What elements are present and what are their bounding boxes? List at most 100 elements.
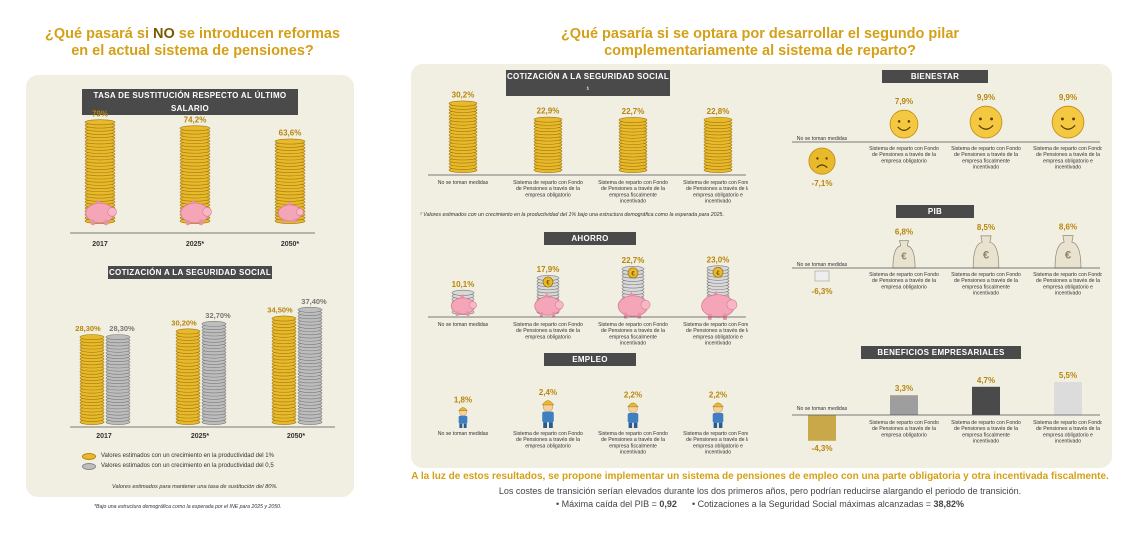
bar-value-label: 5,5% <box>1059 371 1077 380</box>
svg-text:Sistema de reparto con Fondo: Sistema de reparto con Fondo <box>951 272 1021 278</box>
piggy-bank-icon <box>85 199 117 226</box>
svg-text:No se toman medidas: No se toman medidas <box>438 322 489 328</box>
euro-coin-icon: € <box>542 276 554 288</box>
left-note-1: Valores estimados para mantener una tasa… <box>112 484 278 490</box>
bar-value-label: 22,8% <box>707 107 730 116</box>
category-label: No se toman medidas <box>438 180 489 186</box>
svg-text:€: € <box>901 252 907 263</box>
svg-text:empresa obligatorio e: empresa obligatorio e <box>1043 158 1093 164</box>
svg-text:incentivado: incentivado <box>973 165 999 171</box>
legend-label-1: Valores estimados con un crecimiento en … <box>101 453 274 459</box>
coin-stack-gold <box>175 328 201 425</box>
sad-face-icon <box>808 147 836 175</box>
category-label: No se toman medidas <box>438 322 489 328</box>
right-pib-title: PIB <box>896 205 974 218</box>
bar-value-label: 74,2% <box>184 115 207 124</box>
left-title-line2: en el actual sistema de pensiones? <box>71 42 314 59</box>
worker-icon <box>712 402 724 428</box>
svg-text:de Pensiones a través de la: de Pensiones a través de la <box>516 186 580 192</box>
money-bag-icon: € <box>972 235 1000 269</box>
x-tick-label: 2025* <box>191 433 210 440</box>
bar-value-label: 8,5% <box>977 223 995 232</box>
legend-item-2: Valores estimados con un crecimiento en … <box>82 461 342 471</box>
svg-text:incentivado: incentivado <box>705 199 731 205</box>
x-tick-label: 2017 <box>96 433 112 440</box>
right-title-line1: ¿Qué pasaría si se optara por desarrolla… <box>560 26 960 42</box>
coin-silver-icon <box>82 462 96 470</box>
bar-value-label: 28,30% <box>109 324 135 333</box>
piggy-bank-icon <box>534 292 564 318</box>
bar-value-label: 22,7% <box>622 256 645 265</box>
chart-cotizacion-left: 28,30% 28,30% 2017 30,20% 32,70% 2025* 34,50% 3… <box>70 297 335 440</box>
bar-value-label: 28,30% <box>75 324 101 333</box>
svg-text:de Pensiones a través de la: de Pensiones a través de la <box>686 328 748 334</box>
happy-face-icon <box>889 109 919 139</box>
svg-text:incentivado: incentivado <box>705 341 731 347</box>
svg-text:incentivado: incentivado <box>973 291 999 297</box>
money-bag-icon: € <box>892 239 916 269</box>
piggy-bank-icon <box>701 290 738 320</box>
svg-text:de Pensiones a través de la: de Pensiones a través de la <box>954 426 1018 432</box>
svg-text:incentivado: incentivado <box>1055 291 1081 297</box>
chart-pib: -6,3% No se toman medidas €6,8% Sistema de … <box>792 223 1102 297</box>
left-title-pre: ¿Qué pasará si <box>45 26 154 42</box>
coin-stack-bar <box>703 116 733 173</box>
bar-value-label: 79% <box>92 109 108 118</box>
svg-text:de Pensiones a través de la: de Pensiones a través de la <box>1036 426 1100 432</box>
x-tick-label: 2050* <box>281 241 300 248</box>
coin-stack-silver <box>297 306 323 425</box>
left-section2-title: COTIZACIÓN A LA SEGURIDAD SOCIAL <box>108 266 272 279</box>
svg-text:Sistema de reparto con Fondo: Sistema de reparto con Fondo <box>513 431 583 437</box>
conclusion-line-1: A la luz de estos resultados, se propone… <box>411 471 1109 482</box>
svg-text:No se toman medidas: No se toman medidas <box>797 136 848 142</box>
svg-text:empresa obligatorio: empresa obligatorio <box>881 432 927 438</box>
chart-beneficios: -4,3% No se toman medidas 3,3% Sistema de r… <box>792 371 1102 453</box>
category-label: No se toman medidas <box>797 406 848 412</box>
svg-text:de Pensiones a través de la: de Pensiones a través de la <box>601 437 665 443</box>
svg-text:de Pensiones a través de la: de Pensiones a través de la <box>686 437 748 443</box>
svg-text:de Pensiones a través de la: de Pensiones a través de la <box>601 186 665 192</box>
svg-text:incentivado: incentivado <box>620 199 646 205</box>
bar-value-label: 8,6% <box>1059 223 1077 232</box>
banknote-icon <box>814 270 830 282</box>
bar <box>1054 382 1082 415</box>
bar-value-label: 4,7% <box>977 376 995 385</box>
worker-icon <box>458 407 468 428</box>
chart-ahorro: 10,1% No se toman medidas 17,9% € Sistema de… <box>428 255 748 347</box>
bar-value-label: 6,8% <box>895 227 913 236</box>
left-note-2: *Bajo una estructura demográfica como la… <box>94 504 282 510</box>
svg-text:de Pensiones a través de la: de Pensiones a través de la <box>686 186 748 192</box>
svg-text:Sistema de reparto con Fondo: Sistema de reparto con Fondo <box>869 146 939 152</box>
svg-text:empresa obligatorio: empresa obligatorio <box>525 334 571 340</box>
svg-text:Sistema de reparto con Fondo: Sistema de reparto con Fondo <box>513 180 583 186</box>
svg-text:de Pensiones a través de la: de Pensiones a través de la <box>872 278 936 284</box>
euro-coin-icon: € <box>712 266 724 278</box>
left-legend: Valores estimados con un crecimiento en … <box>82 451 342 471</box>
svg-text:incentivado: incentivado <box>1055 439 1081 445</box>
happy-face-icon <box>1051 105 1085 139</box>
bar-value-label: 37,40% <box>301 297 327 306</box>
right-ahorro-title: AHORRO <box>544 232 636 245</box>
bar-value-label: 63,6% <box>279 129 302 138</box>
svg-text:Sistema de reparto con Fondo: Sistema de reparto con Fondo <box>513 322 583 328</box>
svg-text:Sistema de reparto con Fondo: Sistema de reparto con Fondo <box>951 146 1021 152</box>
left-title: ¿Qué pasará si NO se introducen reformas… <box>20 26 365 59</box>
svg-text:incentivado: incentivado <box>973 439 999 445</box>
bar-value-label: 1,8% <box>454 395 472 404</box>
svg-text:de Pensiones a través de la: de Pensiones a través de la <box>1036 152 1100 158</box>
svg-text:incentivado: incentivado <box>620 341 646 347</box>
bar-value-label: 32,70% <box>205 311 231 320</box>
svg-text:de Pensiones a través de la: de Pensiones a través de la <box>954 278 1018 284</box>
svg-text:Sistema de reparto con Fondo: Sistema de reparto con Fondo <box>951 420 1021 426</box>
coin-stack-gold <box>271 315 297 425</box>
